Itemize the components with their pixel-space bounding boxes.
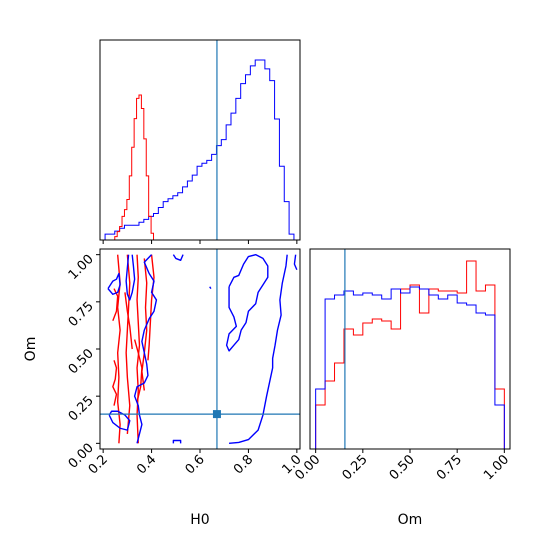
- tick-label-h0: 0.4: [134, 452, 159, 477]
- contour-blue-5: [225, 253, 269, 352]
- contour-red-4: [136, 254, 141, 444]
- x-axis-label-h0: H0: [190, 512, 209, 528]
- truth-point-marker: [212, 410, 221, 419]
- contour-red-7: [133, 339, 143, 402]
- hist-om-panel: [315, 249, 505, 449]
- hist-h0-blue-series: [104, 59, 295, 240]
- contour-blue-1: [172, 254, 184, 262]
- hist-h0-red-series: [112, 94, 156, 240]
- tick-label-om-x: 0.75: [434, 452, 465, 483]
- tick-layer: 0.2 0.4 0.6 0.8 1.00.000.250.500.751.000.00 0…: [66, 240, 512, 483]
- contour-red-8: [124, 292, 133, 350]
- tick-label-h0: 0.6: [183, 452, 208, 477]
- truth-point-layer: [212, 410, 221, 419]
- contour-blue-2: [107, 272, 121, 295]
- contour-blue-4: [108, 410, 131, 431]
- contour-red-6: [147, 254, 155, 361]
- contour-blue-8: [209, 286, 212, 289]
- contour-red-0: [116, 254, 121, 444]
- contour-panel: [100, 249, 300, 449]
- tick-label-om-y: 0.50: [66, 346, 97, 377]
- x-axis-label-om: Om: [398, 512, 423, 528]
- hist-h0-panel: [104, 40, 295, 240]
- contour-blue-7: [293, 254, 298, 271]
- y-axis-label-om: Om: [23, 337, 39, 362]
- tick-label-om-y: 0.25: [66, 393, 97, 424]
- contour-red-3: [125, 254, 131, 434]
- tick-label-om-y: 1.00: [66, 252, 97, 283]
- frame-hist-om: [309, 248, 511, 450]
- contour-blue-3: [125, 254, 136, 301]
- hist-om-blue-series: [315, 286, 505, 449]
- tick-label-h0: 0.8: [231, 452, 256, 477]
- tick-label-om-x: 1.00: [481, 452, 512, 483]
- contour-red-2: [112, 360, 118, 406]
- contour-blue-9: [172, 439, 182, 444]
- tick-label-om-x: 0.25: [340, 452, 371, 483]
- tick-label-om-x: 0.50: [387, 452, 418, 483]
- contour-blue-0: [133, 254, 158, 444]
- contour-blue-6: [228, 254, 288, 445]
- tick-label-om-y: 0.75: [66, 299, 97, 330]
